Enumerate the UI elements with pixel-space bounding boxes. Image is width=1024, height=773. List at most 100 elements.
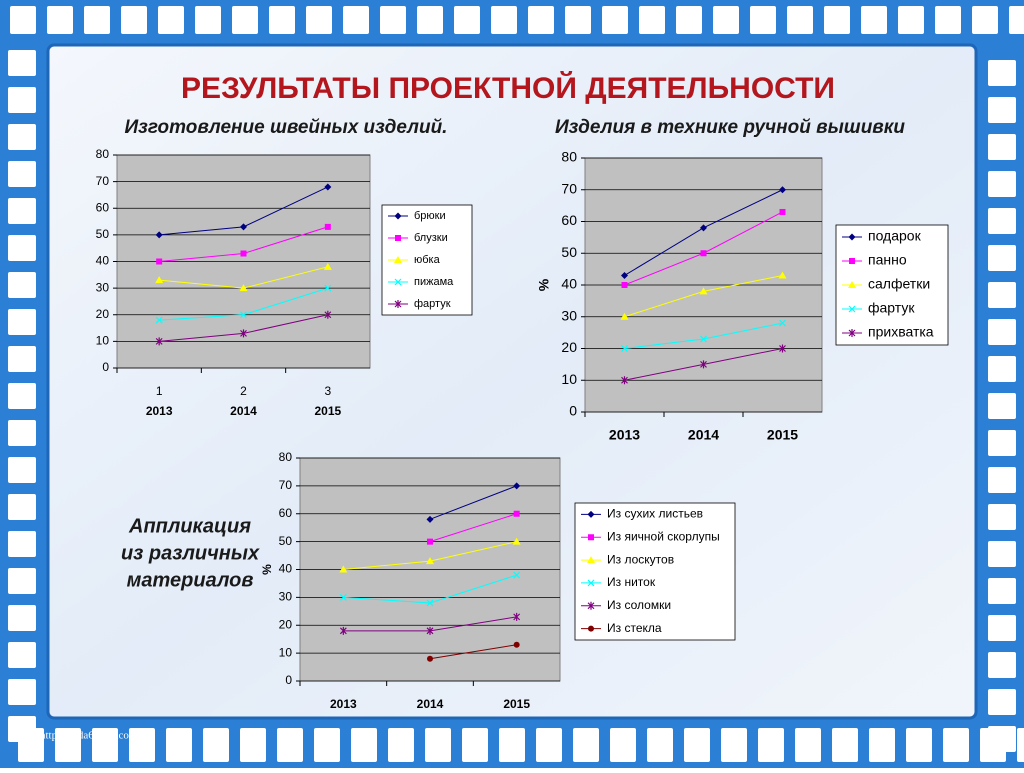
y-tick-label: 30 xyxy=(96,280,110,294)
deco-square xyxy=(8,124,36,150)
marker xyxy=(699,287,708,295)
legend-label: подарок xyxy=(868,228,922,244)
legend-label: юбка xyxy=(414,254,441,266)
deco-square xyxy=(988,134,1016,160)
deco-square xyxy=(988,578,1016,604)
deco-square xyxy=(158,6,184,34)
legend-label: фартук xyxy=(414,298,451,310)
y-tick-label: 70 xyxy=(279,478,293,492)
deco-square xyxy=(8,494,36,520)
deco-square xyxy=(462,728,488,762)
chart-title: Изготовление швейных изделий. xyxy=(125,117,448,138)
deco-square xyxy=(972,6,998,34)
y-tick-label: 0 xyxy=(102,360,109,374)
y-tick-label: 80 xyxy=(561,149,577,165)
deco-square xyxy=(417,6,443,34)
marker xyxy=(427,655,433,662)
marker xyxy=(848,305,856,313)
deco-square xyxy=(8,346,36,372)
deco-square xyxy=(988,393,1016,419)
legend-label: прихватка xyxy=(868,324,934,340)
marker xyxy=(621,376,628,385)
deco-square xyxy=(388,728,414,762)
deco-square xyxy=(1009,6,1024,34)
marker xyxy=(587,579,595,587)
deco-square xyxy=(380,6,406,34)
deco-square xyxy=(988,319,1016,345)
chart-title: из различных xyxy=(121,542,260,564)
marker xyxy=(339,565,348,573)
x-group-label: 2013 xyxy=(146,404,173,418)
marker xyxy=(426,515,434,523)
deco-square xyxy=(861,6,887,34)
marker xyxy=(240,329,247,338)
marker xyxy=(621,282,628,288)
deco-square xyxy=(8,87,36,113)
deco-square xyxy=(988,689,1016,715)
marker xyxy=(779,319,786,327)
y-tick-label: 40 xyxy=(561,276,577,292)
deco-square xyxy=(988,430,1016,456)
marker xyxy=(700,335,707,343)
deco-square xyxy=(988,541,1016,567)
marker xyxy=(621,271,628,279)
marker xyxy=(426,599,434,607)
marker xyxy=(394,256,402,263)
deco-square xyxy=(55,728,81,762)
deco-square xyxy=(8,161,36,187)
chart-title: Аппликация xyxy=(128,515,251,537)
marker xyxy=(394,212,402,220)
y-tick-label: 60 xyxy=(561,212,577,228)
deco-square xyxy=(988,171,1016,197)
deco-square xyxy=(203,728,229,762)
marker xyxy=(156,258,163,265)
x-tick-label: 2014 xyxy=(688,427,719,443)
y-tick-label: 50 xyxy=(561,244,577,260)
series-line xyxy=(429,485,517,520)
marker xyxy=(513,571,521,579)
y-tick-label: 30 xyxy=(279,590,293,604)
marker xyxy=(848,233,856,241)
deco-square xyxy=(988,615,1016,641)
deco-square xyxy=(84,6,110,34)
slide-title: РЕЗУЛЬТАТЫ ПРОЕКТНОЙ ДЕЯТЕЛЬНОСТИ xyxy=(181,71,835,105)
y-tick-label: 20 xyxy=(561,339,577,355)
deco-square xyxy=(869,728,895,762)
marker xyxy=(427,538,433,545)
marker xyxy=(240,311,247,319)
deco-square xyxy=(351,728,377,762)
marker xyxy=(324,183,332,191)
deco-square xyxy=(8,716,36,742)
legend-label: Из сухих листьев xyxy=(607,507,703,521)
deco-square xyxy=(8,309,36,335)
deco-square xyxy=(943,728,969,762)
deco-square xyxy=(988,356,1016,382)
deco-square xyxy=(232,6,258,34)
legend xyxy=(574,502,736,641)
marker xyxy=(779,344,786,353)
marker xyxy=(587,510,595,518)
legend-label: Из стекла xyxy=(607,621,662,635)
deco-square xyxy=(491,6,517,34)
deco-square xyxy=(8,457,36,483)
deco-square xyxy=(602,6,628,34)
legend-label: блузки xyxy=(414,232,448,244)
legend-label: брюки xyxy=(414,210,446,222)
x-group-label: 2015 xyxy=(314,404,341,418)
marker xyxy=(620,312,629,320)
legend-label: панно xyxy=(868,252,907,268)
deco-square xyxy=(935,6,961,34)
marker xyxy=(779,186,786,194)
marker xyxy=(155,231,163,239)
x-tick-label: 2014 xyxy=(417,697,444,711)
deco-square xyxy=(343,6,369,34)
marker xyxy=(587,556,595,564)
legend-label: Из лоскутов xyxy=(607,552,674,566)
legend-label: фартук xyxy=(868,300,915,316)
deco-square xyxy=(988,282,1016,308)
deco-square xyxy=(988,467,1016,493)
y-tick-label: 50 xyxy=(279,534,293,548)
deco-square xyxy=(750,6,776,34)
y-tick-label: 80 xyxy=(279,450,293,464)
